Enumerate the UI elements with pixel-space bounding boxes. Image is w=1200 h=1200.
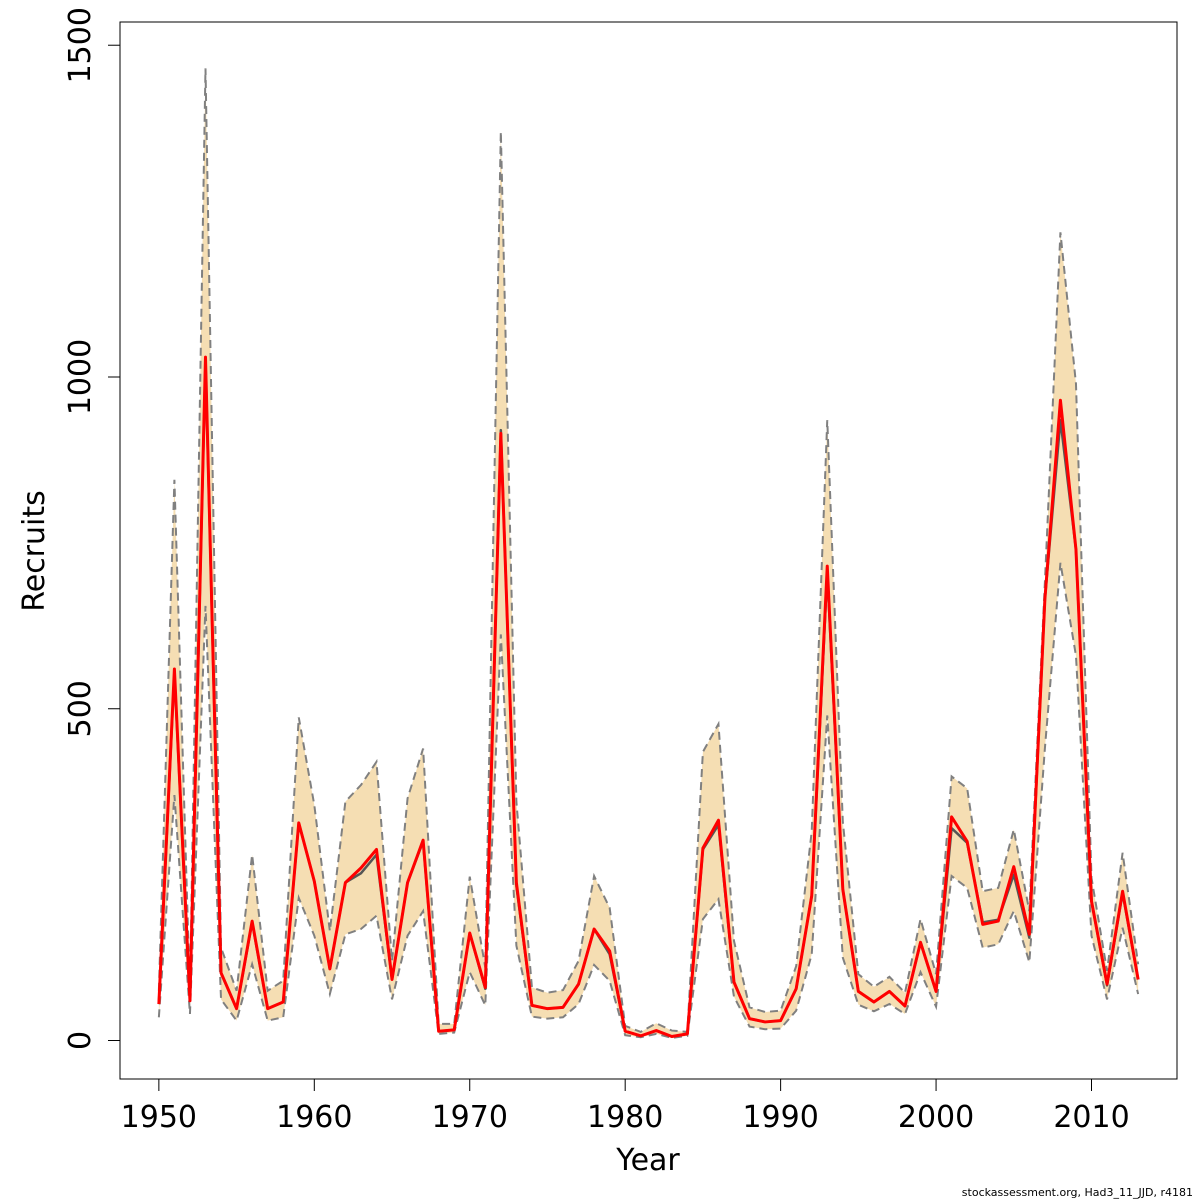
confidence-band	[157, 68, 1140, 1039]
band-area	[158, 68, 1139, 1038]
x-tick-label: 1950	[121, 1100, 197, 1135]
y-tick-label: 0	[63, 1031, 98, 1050]
y-axis-title: Recruits	[17, 490, 52, 612]
series-lines	[157, 355, 1140, 1039]
x-tick-label: 2000	[898, 1100, 974, 1135]
y-tick-label: 1000	[63, 339, 98, 415]
x-tick-label: 1970	[432, 1100, 508, 1135]
x-tick-label: 1990	[742, 1100, 818, 1135]
x-tick-label: 1980	[587, 1100, 663, 1135]
estimate-line	[157, 355, 1140, 1039]
band-lower-line	[157, 562, 1140, 1039]
x-tick-label: 1960	[276, 1100, 352, 1135]
band-upper-line	[157, 68, 1140, 1033]
y-tick-label: 1500	[63, 7, 98, 83]
footnote: stockassessment.org, Had3_11_JJD, r4181	[962, 1186, 1193, 1199]
y-tick-label: 500	[63, 680, 98, 737]
x-tick-label: 2010	[1053, 1100, 1129, 1135]
axes: 1950 1960 1970 1980 1990 2000 2010 0 500 1000 1500	[63, 7, 1130, 1135]
x-axis-title: Year	[615, 1143, 680, 1178]
